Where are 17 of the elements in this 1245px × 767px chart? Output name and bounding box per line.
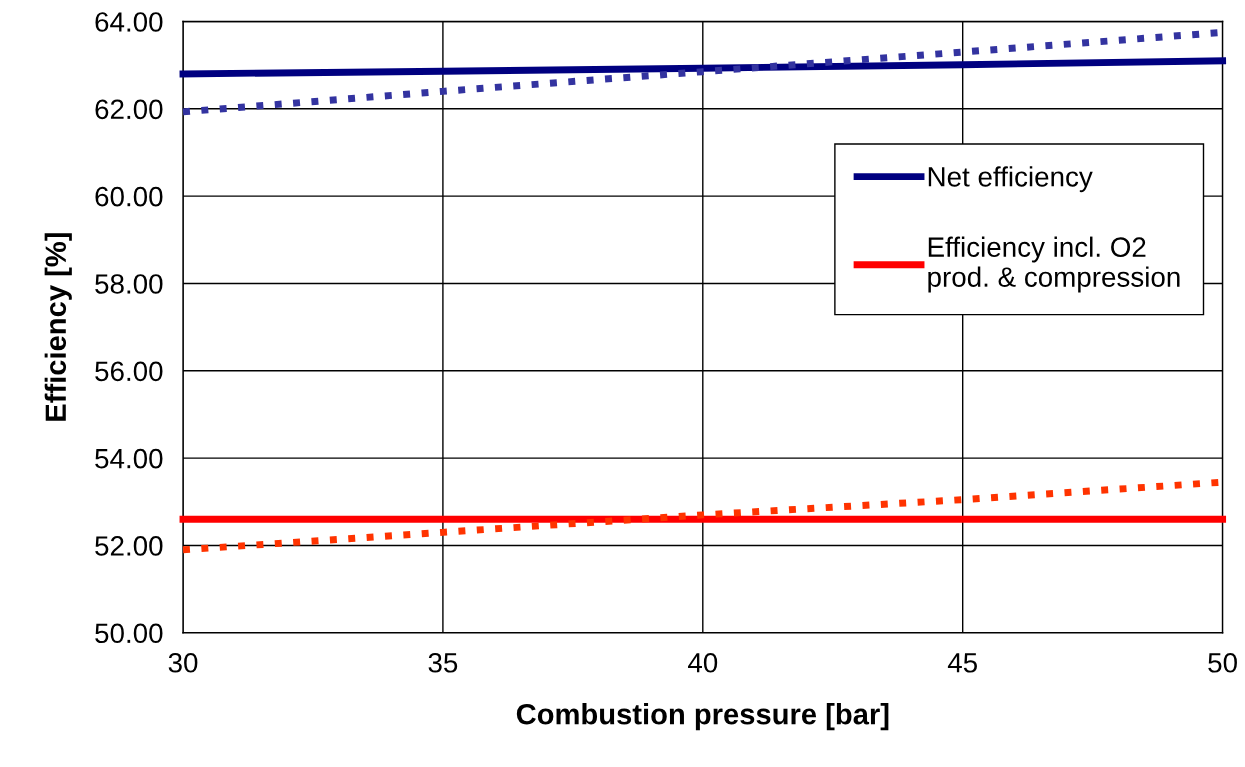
y-tick-label: 50.00 xyxy=(95,623,163,644)
y-tick-label: 60.00 xyxy=(95,186,163,207)
y-tick-label: 62.00 xyxy=(95,99,163,120)
x-tick-label: 50 xyxy=(1208,652,1237,673)
legend-label: Net efficiency xyxy=(928,166,1093,193)
y-tick-label: 54.00 xyxy=(95,448,163,469)
x-tick-label: 35 xyxy=(428,652,458,673)
x-tick-label: 40 xyxy=(687,652,718,673)
x-tick-label: 45 xyxy=(947,653,977,673)
y-tick-label: 64.00 xyxy=(95,12,163,32)
legend-label: Efficiency incl. O2 prod. & compression xyxy=(928,236,1180,293)
y-tick-label: 56.00 xyxy=(95,361,163,382)
x-axis-title: Combustion pressure [bar] xyxy=(516,703,889,731)
y-tick-label: 58.00 xyxy=(95,274,163,294)
y-axis-title: Efficiency [%] xyxy=(44,233,72,421)
y-tick-label: 52.00 xyxy=(95,536,163,556)
x-tick-label: 30 xyxy=(168,652,198,673)
